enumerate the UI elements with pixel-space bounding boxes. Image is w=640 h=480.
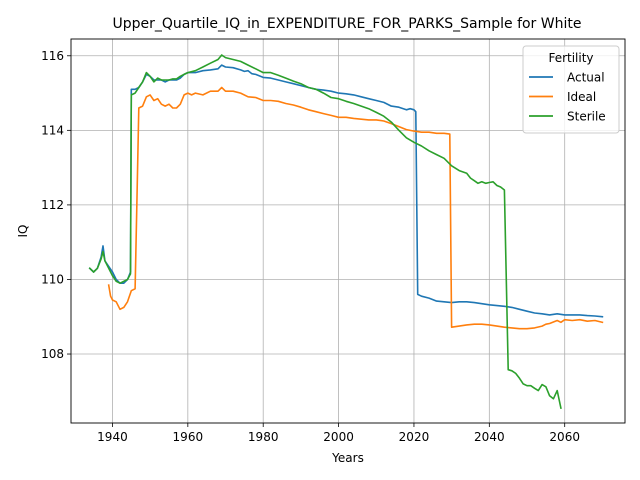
series-lines	[88, 54, 604, 410]
y-tick-label: 114	[41, 123, 64, 137]
y-tick-label: 108	[41, 347, 64, 361]
plot-frame	[70, 38, 626, 424]
series-line-sterile	[88, 54, 562, 410]
x-tick-label: 1960	[173, 430, 204, 444]
legend-box	[522, 45, 620, 134]
chart-title: Upper_Quartile_IQ_in_EXPENDITURE_FOR_PAR…	[113, 16, 582, 32]
y-axis-ticks: 108 110 112 114 116	[41, 49, 71, 361]
x-axis-label: Years	[331, 451, 364, 465]
y-tick-label: 110	[41, 272, 64, 286]
y-tick-label: 112	[41, 198, 64, 212]
legend-entries: Actual Ideal Sterile	[529, 71, 606, 124]
x-tick-label: 2000	[323, 430, 354, 444]
x-axis-ticks: 1940 1960 1980 2000 2020 2040 2060	[97, 423, 580, 444]
legend: Fertility Actual Ideal Sterile	[522, 45, 620, 134]
x-tick-label: 2060	[549, 430, 580, 444]
legend-title: Fertility	[548, 51, 593, 65]
series-line-ideal	[107, 86, 604, 330]
legend-label-ideal: Ideal	[567, 90, 596, 104]
x-tick-label: 1980	[248, 430, 279, 444]
legend-label-actual: Actual	[567, 71, 605, 85]
x-tick-label: 2040	[474, 430, 505, 444]
y-tick-label: 116	[41, 49, 64, 63]
x-tick-label: 1940	[97, 430, 128, 444]
y-axis-label: IQ	[16, 225, 30, 238]
legend-label-sterile: Sterile	[567, 110, 606, 124]
x-tick-label: 2020	[399, 430, 430, 444]
